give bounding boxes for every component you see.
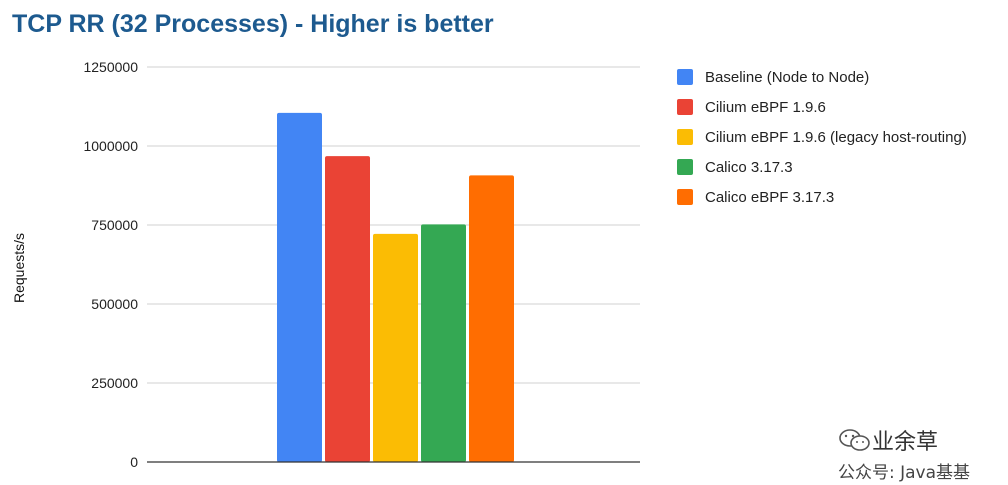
legend-item: Cilium eBPF 1.9.6 (legacy host-routing) [677,122,967,152]
y-tick-label: 1250000 [83,59,138,75]
legend-item: Cilium eBPF 1.9.6 [677,92,967,122]
bar-4 [469,175,514,462]
legend-label: Baseline (Node to Node) [705,68,870,86]
watermark: 业余草 公众号: Java基基 [838,424,970,483]
bar-2 [373,233,418,462]
y-tick-label: 250000 [91,375,138,391]
bar-3 [421,224,466,462]
wechat-icon [839,429,870,451]
bars [277,112,514,462]
legend-item: Calico 3.17.3 [677,152,967,182]
legend-label: Cilium eBPF 1.9.6 (legacy host-routing) [705,128,967,146]
watermark-line1: 业余草 [872,430,939,455]
y-tick-label: 0 [130,454,138,470]
chart-title: TCP RR (32 Processes) - Higher is better [12,10,494,38]
legend: Baseline (Node to Node) Cilium eBPF 1.9.6… [677,62,967,212]
watermark-line2: 公众号: Java基基 [838,463,971,483]
legend-swatch [677,159,693,175]
y-tick-label: 1000000 [83,138,138,154]
bar-1 [325,156,370,462]
y-tick-label: 500000 [91,296,138,312]
legend-label: Calico eBPF 3.17.3 [705,188,835,206]
legend-swatch [677,69,693,85]
legend-item: Calico eBPF 3.17.3 [677,182,967,212]
legend-label: Cilium eBPF 1.9.6 [705,98,826,116]
bar-0 [277,112,322,462]
legend-swatch [677,129,693,145]
legend-swatch [677,189,693,205]
y-axis-label: Requests/s [11,233,27,303]
y-tick-label: 750000 [91,217,138,233]
y-tick-labels: 0 250000 500000 750000 1000000 1250000 [83,59,138,470]
legend-label: Calico 3.17.3 [705,158,793,176]
legend-item: Baseline (Node to Node) [677,62,967,92]
legend-swatch [677,99,693,115]
